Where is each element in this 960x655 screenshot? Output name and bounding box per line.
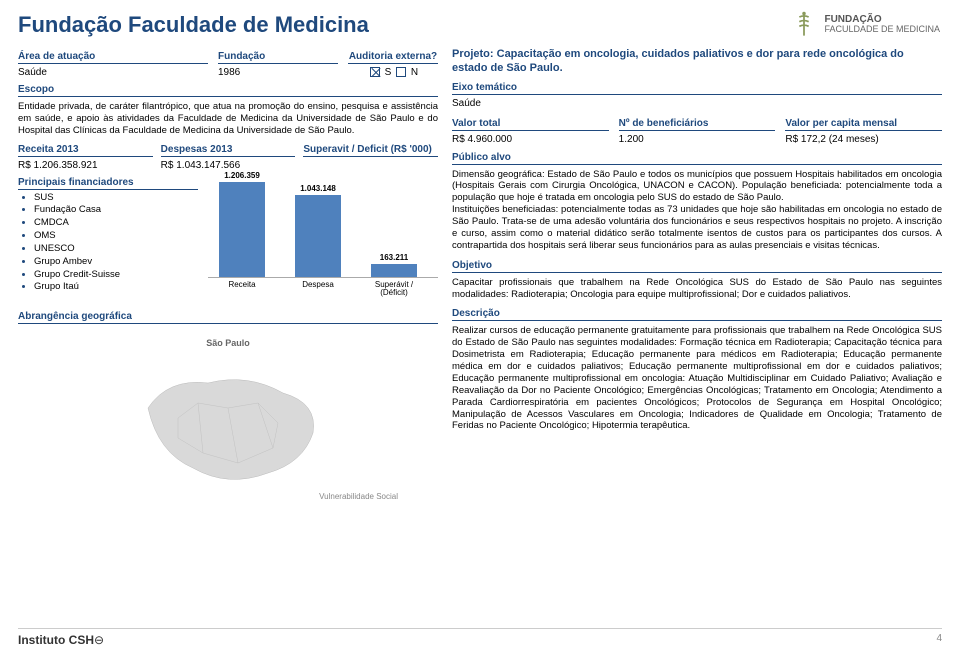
list-item: UNESCO xyxy=(34,243,198,256)
fundacao-label: Fundação xyxy=(218,51,338,64)
benef-label: Nº de beneficiários xyxy=(619,118,776,131)
chart-bar: 163.211 xyxy=(368,253,420,277)
n-label: N xyxy=(411,67,418,78)
financiadores-label: Principais financiadores xyxy=(18,177,198,190)
superavit-chart: 1.206.3591.043.148163.211 ReceitaDespesa… xyxy=(208,178,438,308)
list-item: Grupo Credit-Suisse xyxy=(34,269,198,282)
auditoria-label: Auditoria externa? xyxy=(348,51,438,64)
chart-bar: 1.043.148 xyxy=(292,184,344,277)
map-state-label: São Paulo xyxy=(206,338,250,348)
descricao-text: Realizar cursos de educação permanente g… xyxy=(452,323,942,436)
area-label: Área de atuação xyxy=(18,51,208,64)
caduceus-icon xyxy=(790,10,818,38)
map-area: São Paulo Vulnerabilidade Social xyxy=(18,328,438,508)
org-logo: FUNDAÇÃO FACULDADE DE MEDICINA xyxy=(790,10,940,38)
chart-bar: 1.206.359 xyxy=(216,171,268,277)
checkbox-n[interactable] xyxy=(396,67,406,77)
list-item: Grupo Itaú xyxy=(34,281,198,294)
descricao-label: Descrição xyxy=(452,308,942,321)
list-item: SUS xyxy=(34,192,198,205)
receita-value: R$ 1.206.358.921 xyxy=(18,159,153,174)
financiadores-list: SUSFundação CasaCMDCAOMSUNESCOGrupo Ambe… xyxy=(18,192,198,295)
escopo-label: Escopo xyxy=(18,84,438,97)
list-item: Fundação Casa xyxy=(34,204,198,217)
auditoria-value: S N xyxy=(348,66,438,81)
escopo-text: Entidade privada, de caráter filantrópic… xyxy=(18,99,438,141)
percapita-value: R$ 172,2 (24 meses) xyxy=(785,133,942,148)
valor-total-label: Valor total xyxy=(452,118,609,131)
publico-text: Dimensão geográfica: Estado de São Paulo… xyxy=(452,167,942,256)
list-item: Grupo Ambev xyxy=(34,256,198,269)
receita-label: Receita 2013 xyxy=(18,144,153,157)
publico-label: Público alvo xyxy=(452,152,942,165)
logo-line1: FUNDAÇÃO xyxy=(824,14,940,25)
fundacao-value: 1986 xyxy=(218,66,338,81)
footer-org: Instituto CSH⊖ xyxy=(18,633,104,647)
benef-value: 1.200 xyxy=(619,133,776,148)
footer-page-number: 4 xyxy=(936,633,942,647)
area-value: Saúde xyxy=(18,66,208,81)
despesas-label: Despesas 2013 xyxy=(161,144,296,157)
valor-total-value: R$ 4.960.000 xyxy=(452,133,609,148)
project-title: Projeto: Capacitação em oncologia, cuida… xyxy=(452,48,942,76)
superavit-label: Superavit / Deficit (R$ '000) xyxy=(303,144,438,157)
list-item: CMDCA xyxy=(34,217,198,230)
checkbox-s[interactable] xyxy=(370,67,380,77)
abrangencia-label: Abrangência geográfica xyxy=(18,311,438,324)
s-label: S xyxy=(385,67,392,78)
percapita-label: Valor per capita mensal xyxy=(785,118,942,131)
vulnerability-label: Vulnerabilidade Social xyxy=(319,493,398,502)
list-item: OMS xyxy=(34,230,198,243)
map-icon xyxy=(118,348,338,498)
eixo-value: Saúde xyxy=(452,97,942,112)
objetivo-label: Objetivo xyxy=(452,260,942,273)
logo-line2: FACULDADE DE MEDICINA xyxy=(824,25,940,35)
objetivo-text: Capacitar profissionais que trabalhem na… xyxy=(452,275,942,305)
page-footer: Instituto CSH⊖ 4 xyxy=(18,628,942,647)
eixo-label: Eixo temático xyxy=(452,82,942,95)
